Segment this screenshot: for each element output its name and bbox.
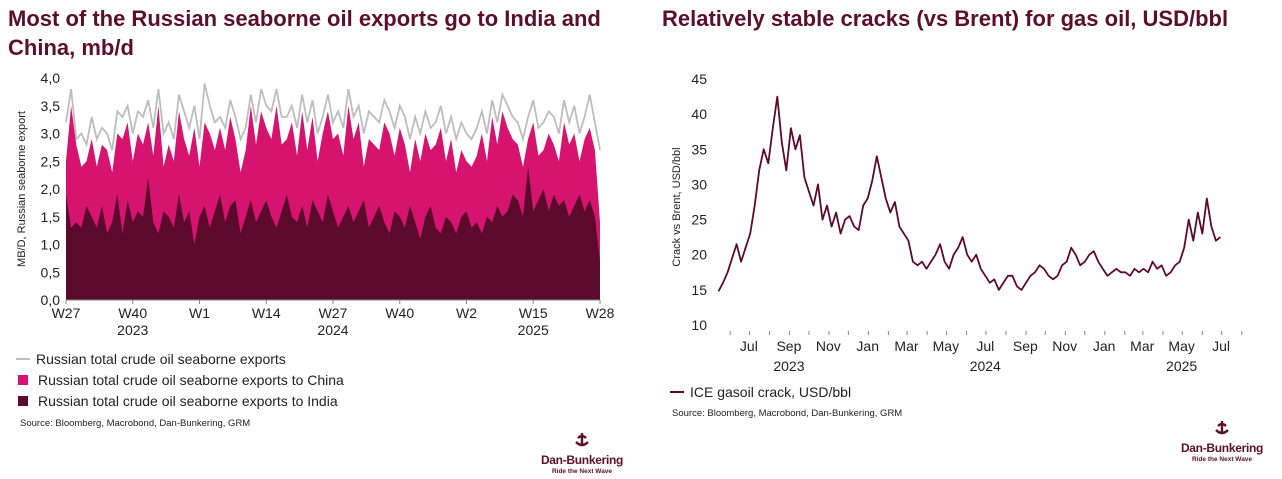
x-tick-label: Nov — [1052, 338, 1077, 354]
left-legend: Russian total crude oil seaborne exports… — [16, 348, 344, 411]
exports-area-chart: 0,0 0,5 1,0 1,5 2,0 2,5 3,0 3,5 4,0 MB/D, Russian… — [16, 70, 615, 338]
y-tick-label: 40 — [691, 106, 707, 122]
y-tick-label: 10 — [691, 317, 707, 333]
legend-label-india: Russian total crude oil seaborne exports… — [38, 392, 338, 409]
y-axis-label: Crack vs Brent, USD/bbl — [671, 147, 683, 266]
y-tick-label: 30 — [691, 176, 707, 192]
y-tick-label: 3,5 — [41, 98, 61, 114]
y-tick-label: 2,5 — [41, 153, 61, 169]
x-year-label: 2023 — [117, 322, 148, 338]
x-tick-label: W28 — [586, 305, 615, 321]
y-tick-label: 15 — [691, 282, 707, 298]
legend-item-total: Russian total crude oil seaborne exports — [16, 348, 344, 369]
x-tick-label: W14 — [252, 305, 281, 321]
x-tick-label: W15 — [519, 305, 548, 321]
y-tick-label: 0,5 — [41, 264, 61, 280]
dan-bunkering-logo-left: Dan-Bunkering Ride the Next Wave — [532, 432, 632, 475]
x-year-label: 2023 — [773, 358, 804, 374]
x-tick-label: Jul — [976, 338, 994, 354]
anchor-icon — [1215, 421, 1229, 435]
legend-label-crack: ICE gasoil crack, USD/bbl — [690, 383, 852, 400]
x-tick-label: W2 — [456, 305, 477, 321]
right-legend: ICE gasoil crack, USD/bbl — [670, 381, 851, 402]
y-tick-label: 0,0 — [41, 292, 61, 308]
legend-swatch-crack — [670, 390, 684, 393]
left-source: Source: Bloomberg, Macrobond, Dan-Bunker… — [20, 418, 251, 429]
total-exports-line — [65, 83, 601, 151]
legend-item-crack: ICE gasoil crack, USD/bbl — [670, 381, 851, 402]
legend-swatch-china — [18, 374, 28, 385]
x-tick-label: Jul — [740, 338, 758, 354]
x-tick-label: May — [1168, 338, 1194, 354]
dan-bunkering-logo-right: Dan-Bunkering Ride the Next Wave — [1172, 420, 1272, 463]
legend-item-india: Russian total crude oil seaborne exports… — [16, 390, 344, 411]
y-tick-label: 25 — [691, 212, 707, 228]
x-tick-label: Sep — [1013, 338, 1038, 354]
y-tick-label: 3,0 — [41, 126, 61, 142]
x-year-label: 2024 — [317, 322, 348, 338]
x-year-label: 2025 — [518, 322, 549, 338]
x-tick-label: Jan — [856, 338, 879, 354]
logo-name: Dan-Bunkering — [540, 453, 624, 467]
x-tick-label: Mar — [1130, 338, 1154, 354]
x-tick-label: W27 — [319, 305, 348, 321]
y-tick-label: 20 — [691, 247, 707, 263]
x-tick-label: Nov — [816, 338, 841, 354]
x-tick-label: Jan — [1093, 338, 1116, 354]
y-tick-label: 1,5 — [41, 209, 61, 225]
legend-item-china: Russian total crude oil seaborne exports… — [16, 369, 344, 390]
legend-label-total: Russian total crude oil seaborne exports — [36, 350, 286, 367]
anchor-icon — [575, 433, 589, 447]
x-tick-label: W40 — [385, 305, 414, 321]
x-tick-label: W40 — [118, 305, 147, 321]
legend-swatch-india — [18, 395, 28, 406]
legend-swatch-total — [16, 357, 30, 360]
logo-name: Dan-Bunkering — [1180, 441, 1264, 455]
y-axis-label: MB/D, Russian seaborne export — [16, 111, 28, 267]
gasoil-crack-line — [717, 95, 1221, 292]
x-tick-label: W27 — [52, 305, 81, 321]
legend-label-china: Russian total crude oil seaborne exports… — [38, 371, 344, 388]
logo-tagline: Ride the Next Wave — [1191, 456, 1253, 463]
y-tick-label: 45 — [691, 71, 707, 87]
y-tick-label: 4,0 — [41, 70, 61, 86]
right-chart-title: Relatively stable cracks (vs Brent) for … — [662, 6, 1229, 31]
y-tick-label: 2,0 — [41, 181, 61, 197]
india-exports-area — [66, 166, 600, 300]
logo-tagline: Ride the Next Wave — [551, 468, 613, 475]
y-tick-label: 35 — [691, 141, 707, 157]
x-year-label: 2025 — [1166, 358, 1197, 374]
x-year-label: 2024 — [970, 358, 1001, 374]
x-tick-label: Jul — [1212, 338, 1230, 354]
x-tick-label: Sep — [776, 338, 801, 354]
right-source: Source: Bloomberg, Macrobond, Dan-Bunker… — [672, 408, 903, 419]
left-chart-title: Most of the Russian seaborne oil exports… — [8, 6, 601, 60]
x-tick-label: W1 — [189, 305, 210, 321]
x-tick-label: Mar — [894, 338, 918, 354]
y-tick-label: 1,0 — [41, 237, 61, 253]
x-tick-label: May — [933, 338, 959, 354]
